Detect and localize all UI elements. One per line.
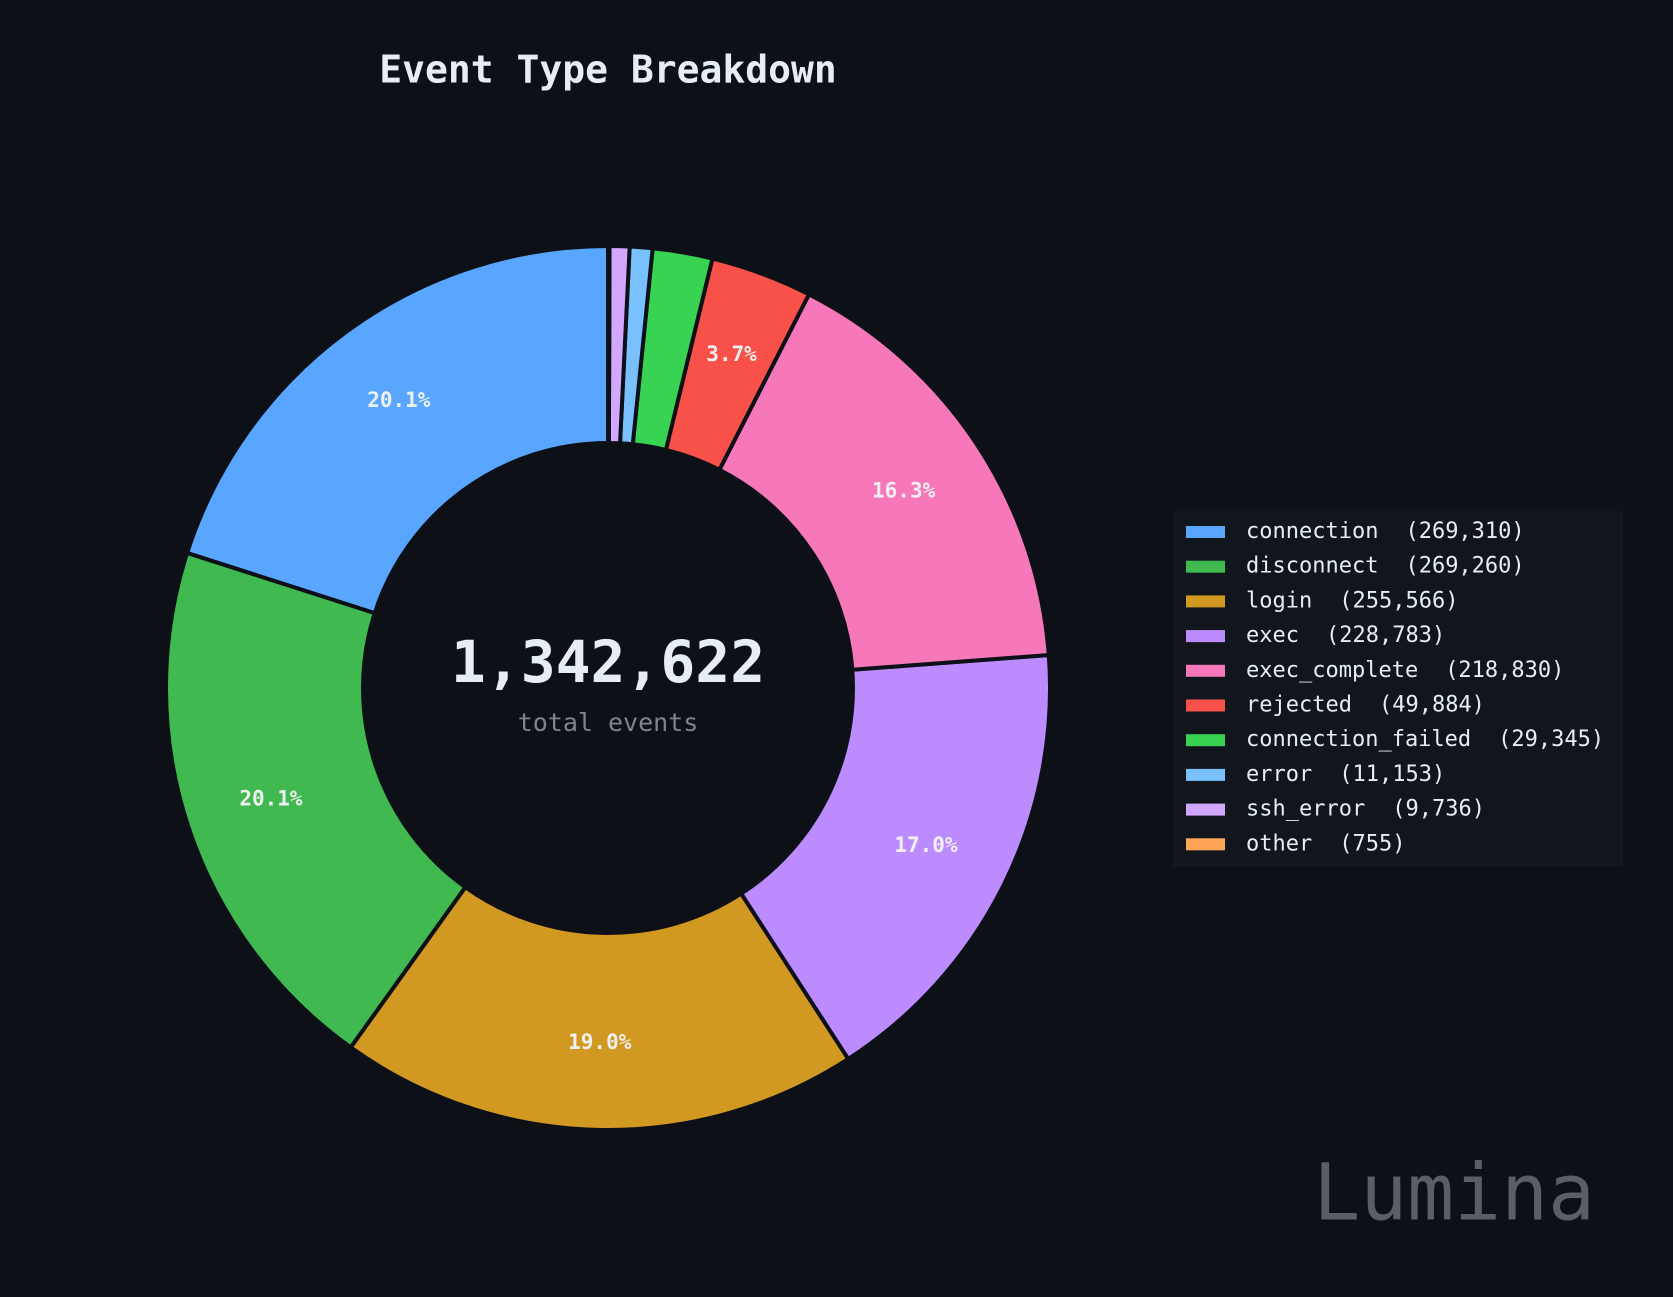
legend-swatch: [1186, 803, 1225, 816]
legend-value: (269,260): [1405, 554, 1524, 579]
legend-swatch: [1186, 664, 1225, 677]
legend-value: (228,783): [1326, 623, 1445, 648]
legend-value: (269,310): [1405, 519, 1524, 544]
legend-value: (255,566): [1339, 588, 1458, 613]
legend-label: disconnect: [1246, 554, 1378, 579]
legend-value: (755): [1339, 831, 1405, 856]
legend-label: error: [1246, 762, 1312, 787]
legend-label: exec: [1246, 623, 1299, 648]
legend-swatch: [1186, 630, 1225, 643]
legend-label: exec_complete: [1246, 658, 1418, 683]
legend-swatch: [1186, 734, 1225, 747]
legend-swatch: [1186, 768, 1225, 781]
legend-label: connection: [1246, 519, 1378, 544]
slice: [164, 550, 469, 1051]
legend-swatch: [1186, 838, 1225, 851]
legend-value: (9,736): [1392, 797, 1485, 822]
center-total: 1,342,622: [451, 628, 765, 696]
watermark: Lumina: [1313, 1148, 1595, 1238]
legend-label: other: [1246, 831, 1312, 856]
legend-swatch: [1186, 699, 1225, 712]
slice: [606, 243, 612, 446]
legend-swatch: [1186, 595, 1225, 608]
slice-label: 17.0%: [894, 833, 958, 857]
legend-value: (29,345): [1498, 727, 1604, 752]
legend-label: connection_failed: [1246, 727, 1471, 752]
legend-label: ssh_error: [1246, 797, 1365, 822]
legend-label: login: [1246, 588, 1312, 613]
chart-title: Event Type Breakdown: [379, 48, 837, 92]
slice-label: 3.7%: [706, 342, 757, 366]
legend-swatch: [1186, 526, 1225, 538]
slice-label: 20.1%: [239, 787, 303, 811]
legend-value: (218,830): [1445, 658, 1564, 683]
legend-box: [1173, 511, 1623, 867]
slice: [738, 652, 1052, 1062]
legend-value: (49,884): [1379, 693, 1485, 718]
legend-swatch: [1186, 560, 1225, 573]
slice: [347, 884, 852, 1132]
slice: [184, 243, 610, 616]
slice-label: 16.3%: [872, 478, 936, 502]
slice-label: 19.0%: [568, 1030, 632, 1054]
legend-label: rejected: [1246, 693, 1352, 718]
center-sublabel: total events: [518, 708, 699, 737]
slice-label: 20.1%: [367, 388, 431, 412]
slice: [716, 291, 1051, 672]
legend-value: (11,153): [1339, 762, 1445, 787]
